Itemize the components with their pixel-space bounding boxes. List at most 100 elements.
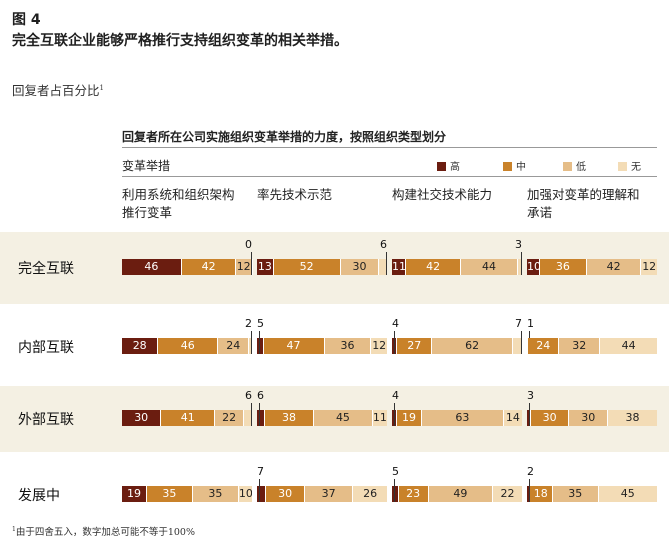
bar-segment: 30: [569, 410, 609, 426]
bar-segment: [257, 410, 265, 426]
bar-segment: 35: [553, 486, 599, 502]
subtitle-text: 回复者占百分比: [12, 83, 100, 98]
legend-item: 无: [618, 158, 641, 173]
subtitle: 回复者占百分比1: [12, 80, 104, 99]
bar-segment: [252, 259, 253, 275]
callout-tick: [251, 331, 252, 354]
bar-segment: [392, 486, 399, 502]
bar-segment: 42: [181, 259, 237, 275]
bar-segment: 23: [398, 486, 429, 502]
bar-segment: 35: [192, 486, 239, 502]
footnote-text: 由于四舍五入，数字加总可能不等于100%: [15, 527, 195, 538]
panel-header: 率先技术示范: [257, 187, 333, 202]
bar-segment: 44: [460, 259, 519, 275]
title-rule: [122, 147, 657, 148]
callout-tick: [259, 331, 260, 354]
callout-tick: [251, 403, 252, 426]
callout-label: 5: [257, 317, 264, 330]
chart-title: 回复者所在公司实施组织变革举措的力度，按照组织类型划分: [122, 130, 447, 144]
bar-segment: [527, 338, 529, 354]
bar-segment: 36: [324, 338, 372, 354]
bar-segment: 46: [158, 338, 219, 354]
legend-swatch: [503, 162, 512, 171]
bar-segment: 24: [528, 338, 560, 354]
row-label: 发展中: [18, 488, 60, 504]
legend-item: 高: [437, 158, 460, 173]
callout-tick: [394, 403, 395, 426]
callout-label: 1: [527, 317, 534, 330]
bar-segment: 22: [493, 486, 522, 502]
bar-segment: 10: [238, 486, 252, 502]
panel-header: 利用系统和组织架构推行变革: [122, 187, 235, 220]
bar-segment: 52: [273, 259, 341, 275]
bar-segment: 28: [122, 338, 159, 354]
bar-segment: 11: [372, 410, 387, 426]
legend-label: 低: [576, 162, 586, 173]
legend-item: 低: [563, 158, 586, 173]
callout-tick: [259, 479, 260, 502]
callout-label: 4: [392, 317, 399, 330]
bar-segment: 24: [218, 338, 250, 354]
bar-segment: 49: [428, 486, 494, 502]
bar-segment: 38: [264, 410, 315, 426]
bar-segment: 30: [266, 486, 306, 502]
header-rule: [122, 176, 657, 177]
bar-segment: 44: [600, 338, 657, 354]
callout-label: 3: [515, 238, 522, 251]
callout-label: 4: [392, 389, 399, 402]
callout-tick: [521, 252, 522, 275]
bar-segment: 30: [122, 410, 162, 426]
bar-segment: [257, 486, 267, 502]
bar-segment: 35: [146, 486, 193, 502]
callout-tick: [529, 479, 530, 502]
bar-segment: [527, 410, 531, 426]
legend-label: 高: [450, 162, 460, 173]
callout-tick: [529, 403, 530, 426]
figure-label: 图 4: [12, 12, 41, 28]
footnote-marker: 1: [12, 525, 16, 533]
bar-segment: 42: [406, 259, 461, 275]
bar-segment: 42: [586, 259, 642, 275]
bar-segment: 18: [529, 486, 553, 502]
callout-tick: [259, 403, 260, 426]
bar-segment: [257, 338, 264, 354]
callout-label: 6: [245, 389, 252, 402]
bar-segment: 12: [236, 259, 252, 275]
bar-segment: 37: [305, 486, 354, 502]
callout-label: 2: [245, 317, 252, 330]
callout-tick: [521, 331, 522, 354]
callout-tick: [251, 252, 252, 275]
bar-segment: 46: [122, 259, 182, 275]
legend-item: 中: [503, 158, 526, 173]
group-label: 变革举措: [122, 159, 171, 173]
callout-label: 0: [245, 238, 252, 251]
panel-header: 构建社交技术能力: [392, 187, 493, 202]
callout-tick: [394, 479, 395, 502]
bar-segment: 62: [432, 338, 513, 354]
bar-segment: 30: [340, 259, 380, 275]
legend-swatch: [563, 162, 572, 171]
panel-header: 加强对变革的理解和承诺: [527, 187, 640, 220]
row-label: 完全互联: [18, 261, 74, 277]
bar-segment: 14: [503, 410, 522, 426]
callout-tick: [394, 331, 395, 354]
callout-tick: [386, 252, 387, 275]
legend-label: 中: [516, 162, 526, 173]
bar-segment: 41: [161, 410, 216, 426]
bar-segment: 19: [397, 410, 422, 426]
legend-swatch: [437, 162, 446, 171]
bar-segment: 36: [540, 259, 587, 275]
row-label: 内部互联: [18, 340, 74, 356]
callout-label: 6: [380, 238, 387, 251]
callout-label: 7: [515, 317, 522, 330]
bar-segment: 38: [608, 410, 657, 426]
bar-segment: 19: [122, 486, 147, 502]
figure-title: 完全互联企业能够严格推行支持组织变革的相关举措。: [12, 33, 348, 49]
callout-label: 5: [392, 465, 399, 478]
bar-segment: 47: [263, 338, 325, 354]
callout-label: 2: [527, 465, 534, 478]
callout-label: 7: [257, 465, 264, 478]
callout-label: 3: [527, 389, 534, 402]
bar-segment: 45: [314, 410, 373, 426]
bar-segment: 10: [527, 259, 540, 275]
